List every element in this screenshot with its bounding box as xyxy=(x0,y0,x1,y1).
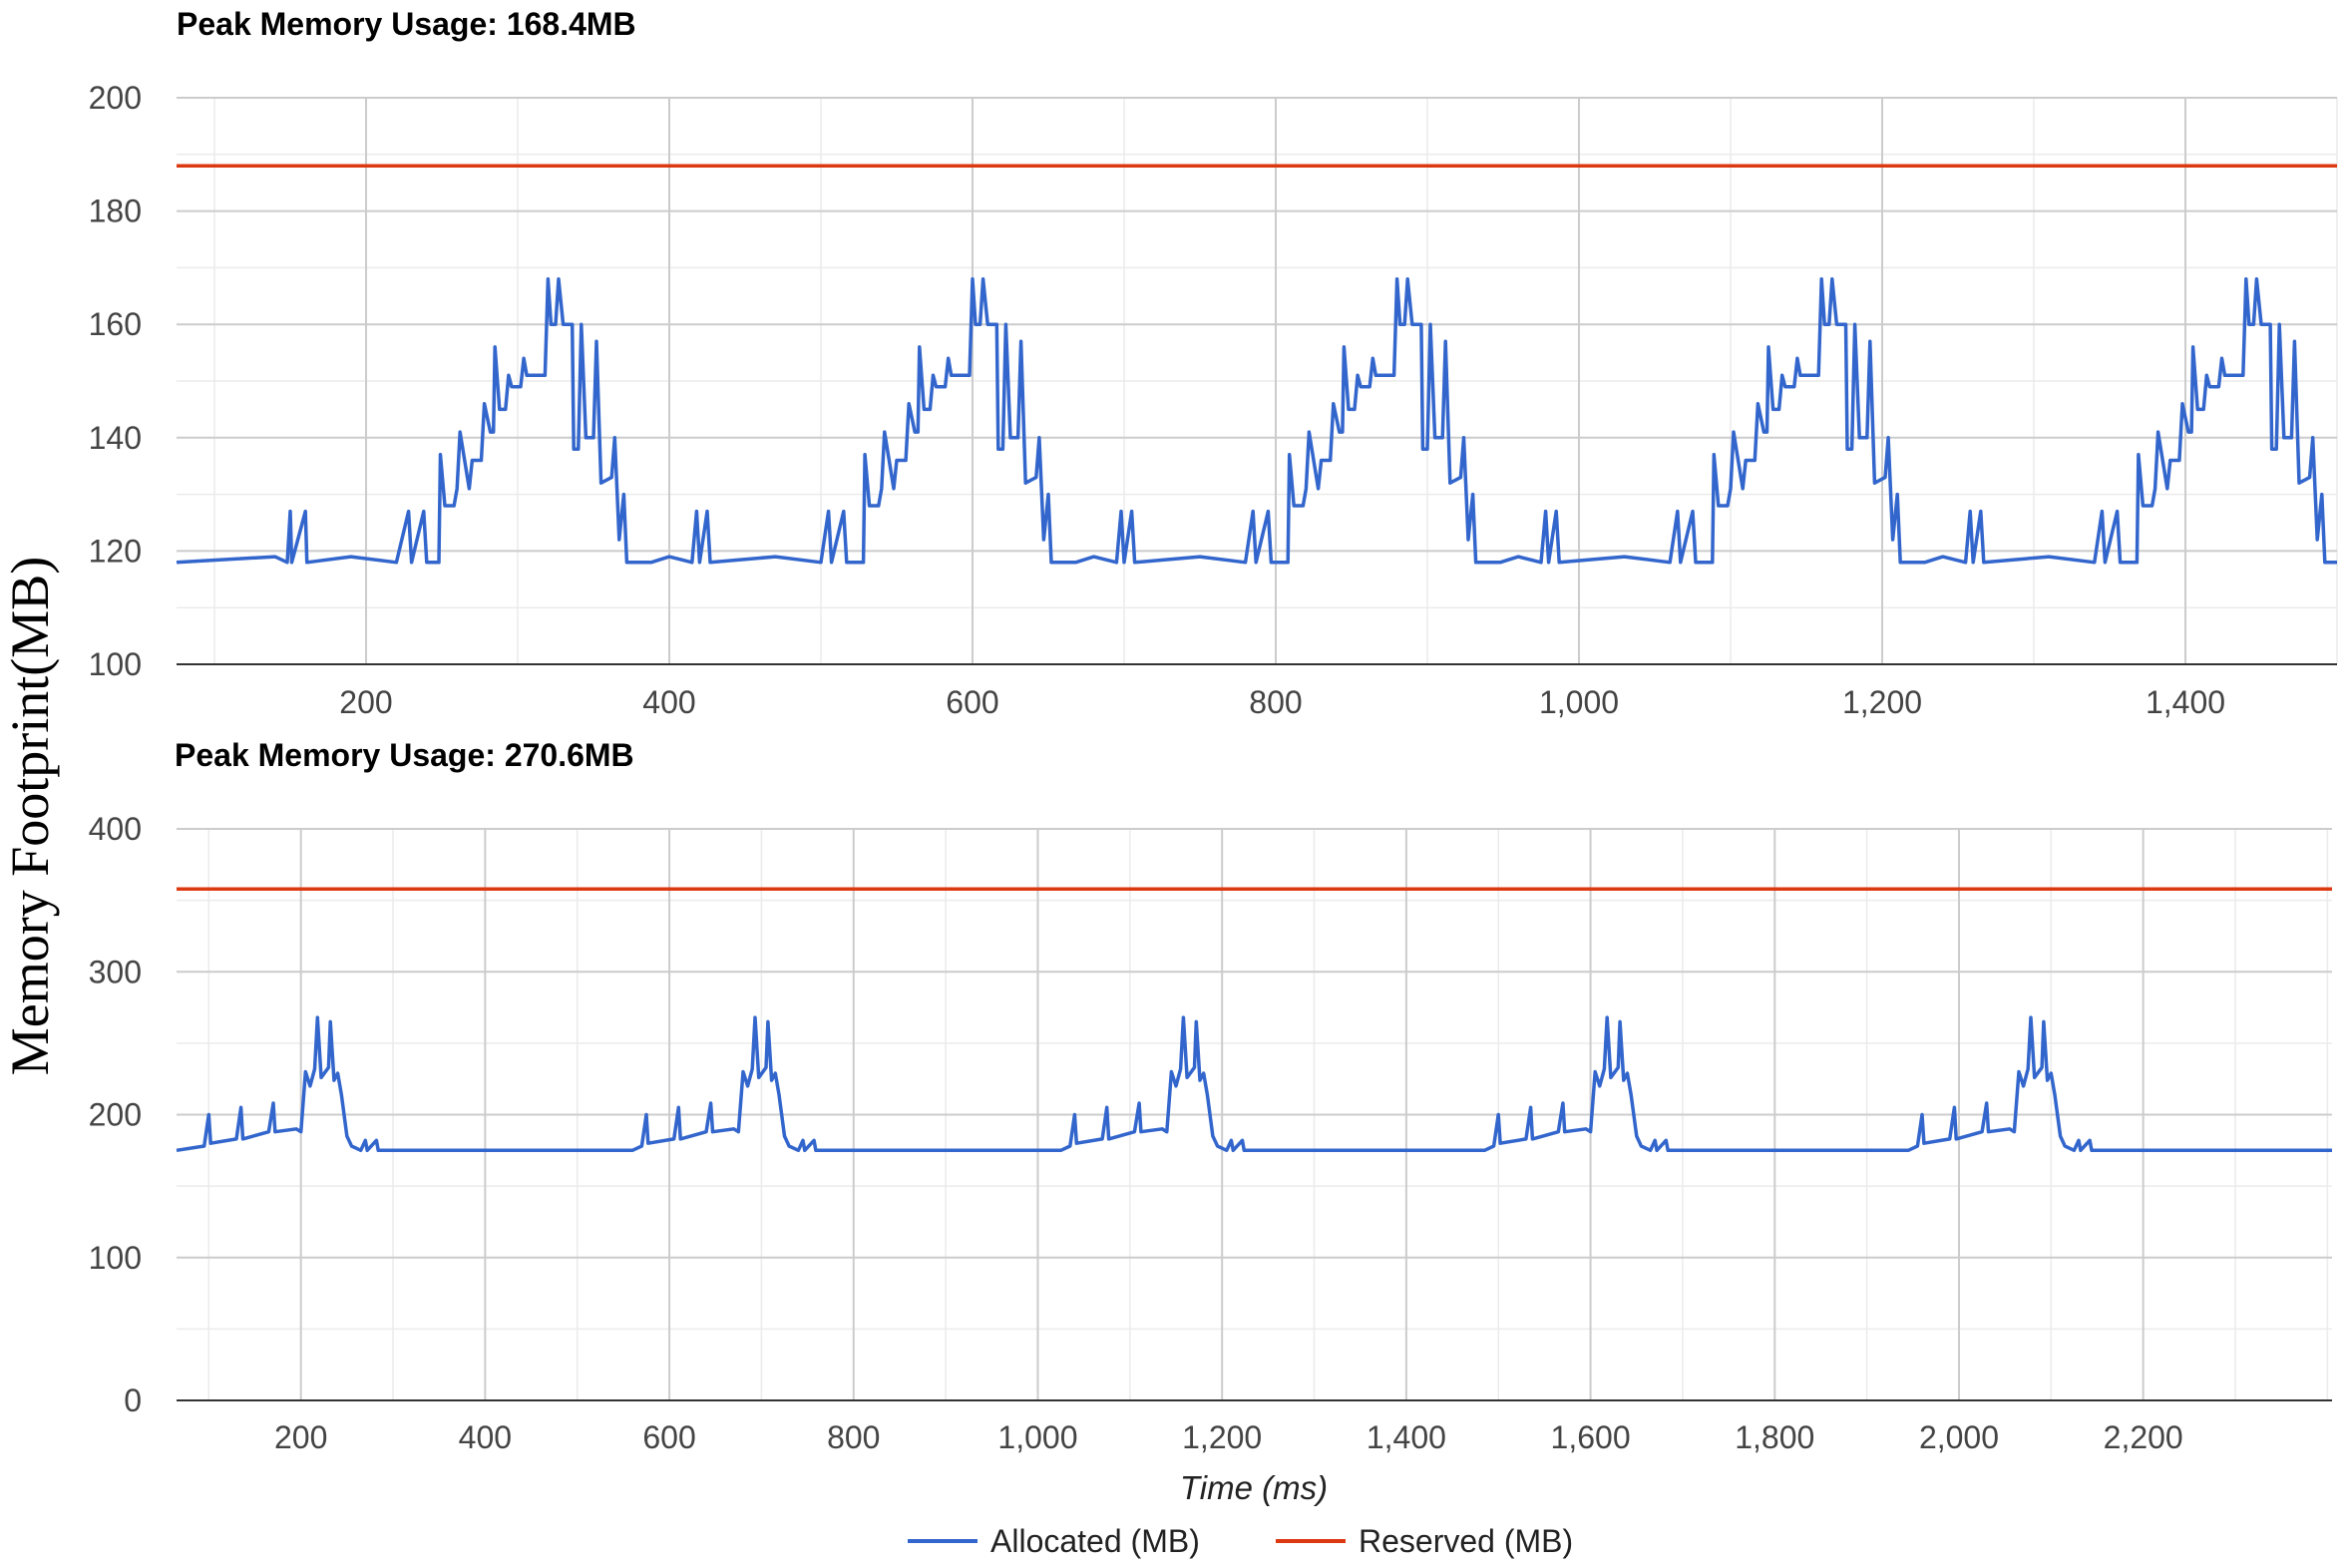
x-tick-label: 400 xyxy=(642,684,695,720)
x-tick-label: 1,400 xyxy=(1367,1419,1446,1455)
x-axis-label: Time (ms) xyxy=(1180,1469,1328,1506)
x-tick-label: 1,000 xyxy=(997,1419,1077,1455)
x-tick-label: 1,200 xyxy=(1182,1419,1262,1455)
x-tick-label: 1,600 xyxy=(1551,1419,1631,1455)
x-tick-label: 1,800 xyxy=(1735,1419,1814,1455)
y-tick-label: 180 xyxy=(89,194,142,229)
y-tick-label: 300 xyxy=(89,954,142,989)
chart-panel-bottom: Peak Memory Usage: 270.6MB 200 400 600 800 1,… xyxy=(89,737,2332,1455)
x-tick-label: 600 xyxy=(946,684,998,720)
y-tick-label: 100 xyxy=(89,1240,142,1276)
x-tick-label: 200 xyxy=(274,1419,327,1455)
y-tick-label: 160 xyxy=(89,306,142,342)
x-tick-label: 2,200 xyxy=(2104,1419,2183,1455)
y-tick-label: 120 xyxy=(89,533,142,569)
chart-panel-top: Peak Memory Usage: 168.4MB 200 400 600 800 1,… xyxy=(89,6,2338,720)
panel-title-bottom: Peak Memory Usage: 270.6MB xyxy=(175,737,634,773)
legend-label-allocated: Allocated (MB) xyxy=(990,1523,1200,1559)
series-line-allocated-mb xyxy=(176,1015,2332,1153)
x-tick-label: 1,000 xyxy=(1539,684,1619,720)
y-tick-label: 200 xyxy=(89,80,142,116)
y-tick-label: 200 xyxy=(89,1097,142,1133)
x-tick-label: 800 xyxy=(827,1419,880,1455)
x-tick-label: 600 xyxy=(642,1419,695,1455)
y-tick-label: 400 xyxy=(89,811,142,847)
x-tick-label: 200 xyxy=(339,684,392,720)
x-tick-label: 1,400 xyxy=(2146,684,2225,720)
legend-label-reserved: Reserved (MB) xyxy=(1359,1523,1573,1559)
x-tick-label: 400 xyxy=(459,1419,512,1455)
series-line-allocated-mb xyxy=(176,277,2337,565)
y-tick-label: 140 xyxy=(89,420,142,456)
panel-title-top: Peak Memory Usage: 168.4MB xyxy=(177,6,636,42)
y-tick-label: 100 xyxy=(89,646,142,682)
x-tick-label: 1,200 xyxy=(1842,684,1922,720)
x-tick-label: 2,000 xyxy=(1919,1419,1999,1455)
y-axis-label: Memory Footprint(MB) xyxy=(0,557,60,1076)
x-tick-label: 800 xyxy=(1249,684,1302,720)
y-tick-label: 0 xyxy=(124,1382,142,1418)
legend: Allocated (MB) Reserved (MB) xyxy=(908,1523,1573,1559)
